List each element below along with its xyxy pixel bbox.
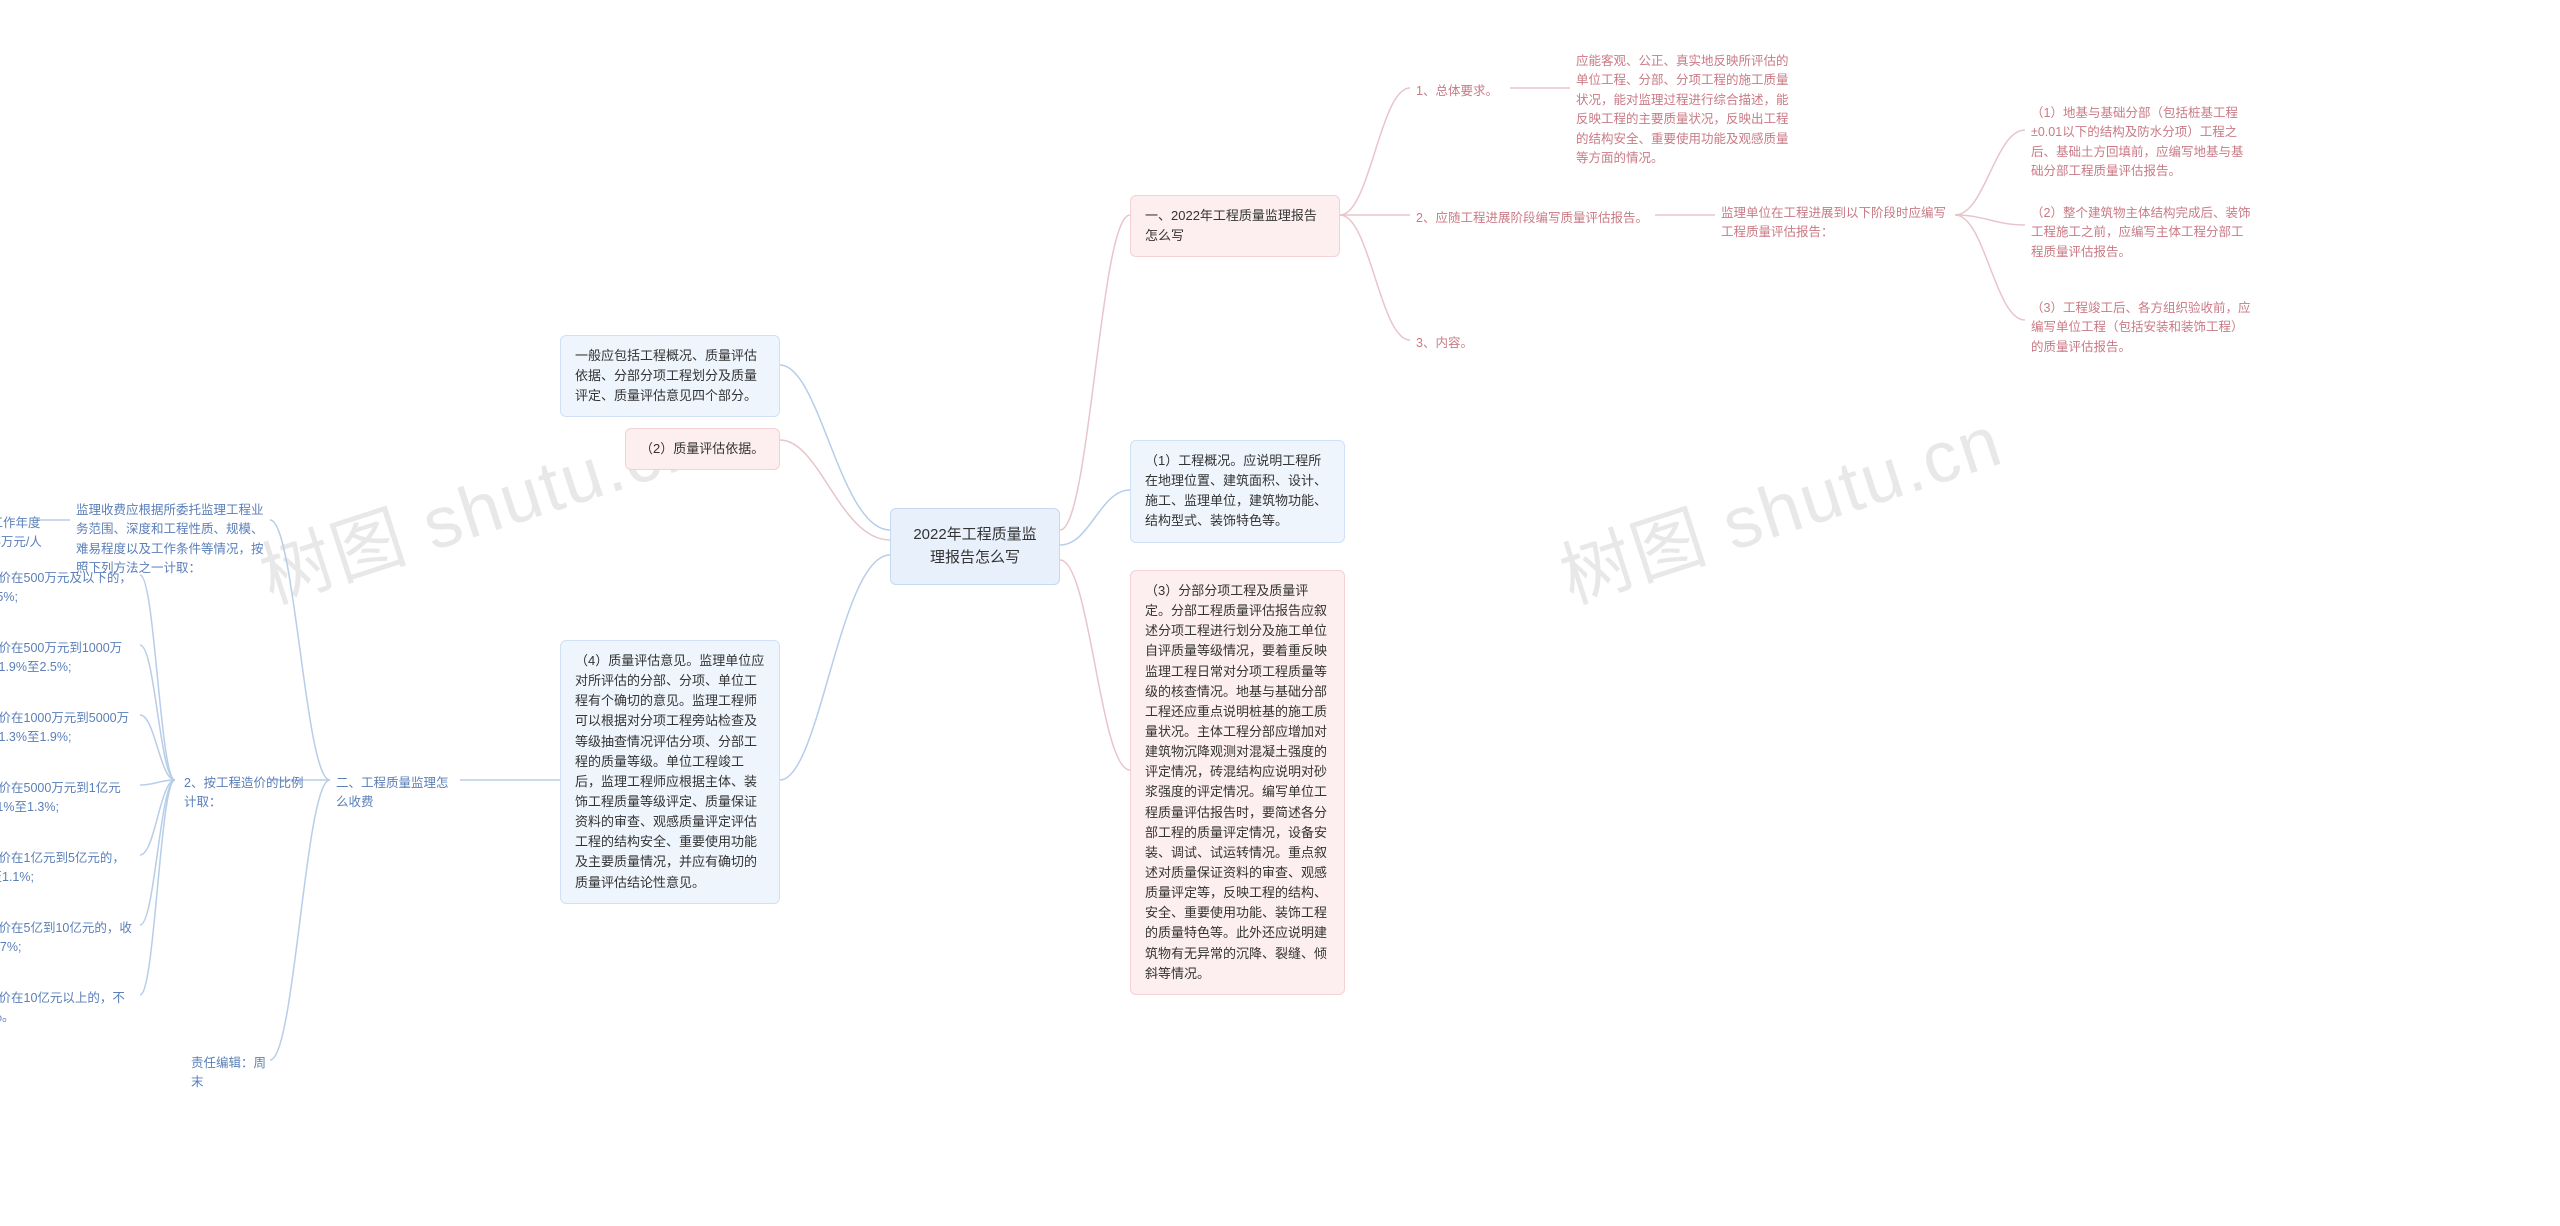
fee-2b: 监理工程造价在500万元到1000万元的，收取1.9%至2.5%; [0,635,140,682]
content-3: （3）分部分项工程及质量评定。分部工程质量评估报告应叙述分项工程进行划分及施工单… [1130,570,1345,995]
sec1-stage-b: （2）整个建筑物主体结构完成后、装饰工程施工之前，应编写主体工程分部工程质量评估… [2025,200,2260,266]
fee-2a: 监理工程造价在500万元及以下的，不得小于2.5%; [0,565,140,612]
section-1-title: 一、2022年工程质量监理报告怎么写 [1130,195,1340,257]
left-opinion: （4）质量评估意见。监理单位应对所评估的分部、分项、单位工程有个确切的意见。监理… [560,640,780,904]
left-overview: 一般应包括工程概况、质量评估依据、分部分项工程划分及质量评定、质量评估意见四个部… [560,335,780,417]
root-node: 2022年工程质量监理报告怎么写 [890,508,1060,585]
sec1-stage: 2、应随工程进展阶段编写质量评估报告。 [1410,205,1655,232]
fees-title: 二、工程质量监理怎么收费 [330,770,460,817]
content-1: （1）工程概况。应说明工程所在地理位置、建筑面积、设计、施工、监理单位，建筑物功… [1130,440,1345,543]
watermark-left: 树图 shutu.cn [245,382,713,623]
sec1-req-detail: 应能客观、公正、真实地反映所评估的单位工程、分部、分项工程的施工质量状况，能对监… [1570,48,1795,172]
sec1-stage-c: （3）工程竣工后、各方组织验收前，应编写单位工程（包括安装和装饰工程）的质量评估… [2025,295,2260,361]
left-basis: （2）质量评估依据。 [625,428,780,470]
fee-2f: 监理工程造价在5亿到10亿元的，收取0.5%至0.7%; [0,915,140,962]
fee-2c: 监理工程造价在1000万元到5000万元的，收取1.3%至1.9%; [0,705,140,752]
sec1-stage-detail: 监理单位在工程进展到以下阶段时应编写工程质量评估报告： [1715,200,1955,247]
watermark-right: 树图 shutu.cn [1545,382,2013,623]
sec1-stage-a: （1）地基与基础分部（包括桩基工程±0.01以下的结构及防水分项）工程之后、基础… [2025,100,2260,186]
fee-method-2-label: 2、按工程造价的比例计取： [178,770,318,817]
fee-2e: 监理工程造价在1亿元到5亿元的，收取0.7%至1.1%; [0,845,140,892]
sec1-content: 3、内容。 [1410,330,1480,357]
fee-2d: 监理工程造价在5000万元到1亿元的，收取1.1%至1.3%; [0,775,140,822]
sec1-req: 1、总体要求。 [1410,78,1510,105]
fee-2g: 监理工程造价在10亿元以上的，不得大于0.5%。 [0,985,140,1032]
editor-credit: 责任编辑：周末 [185,1050,275,1097]
